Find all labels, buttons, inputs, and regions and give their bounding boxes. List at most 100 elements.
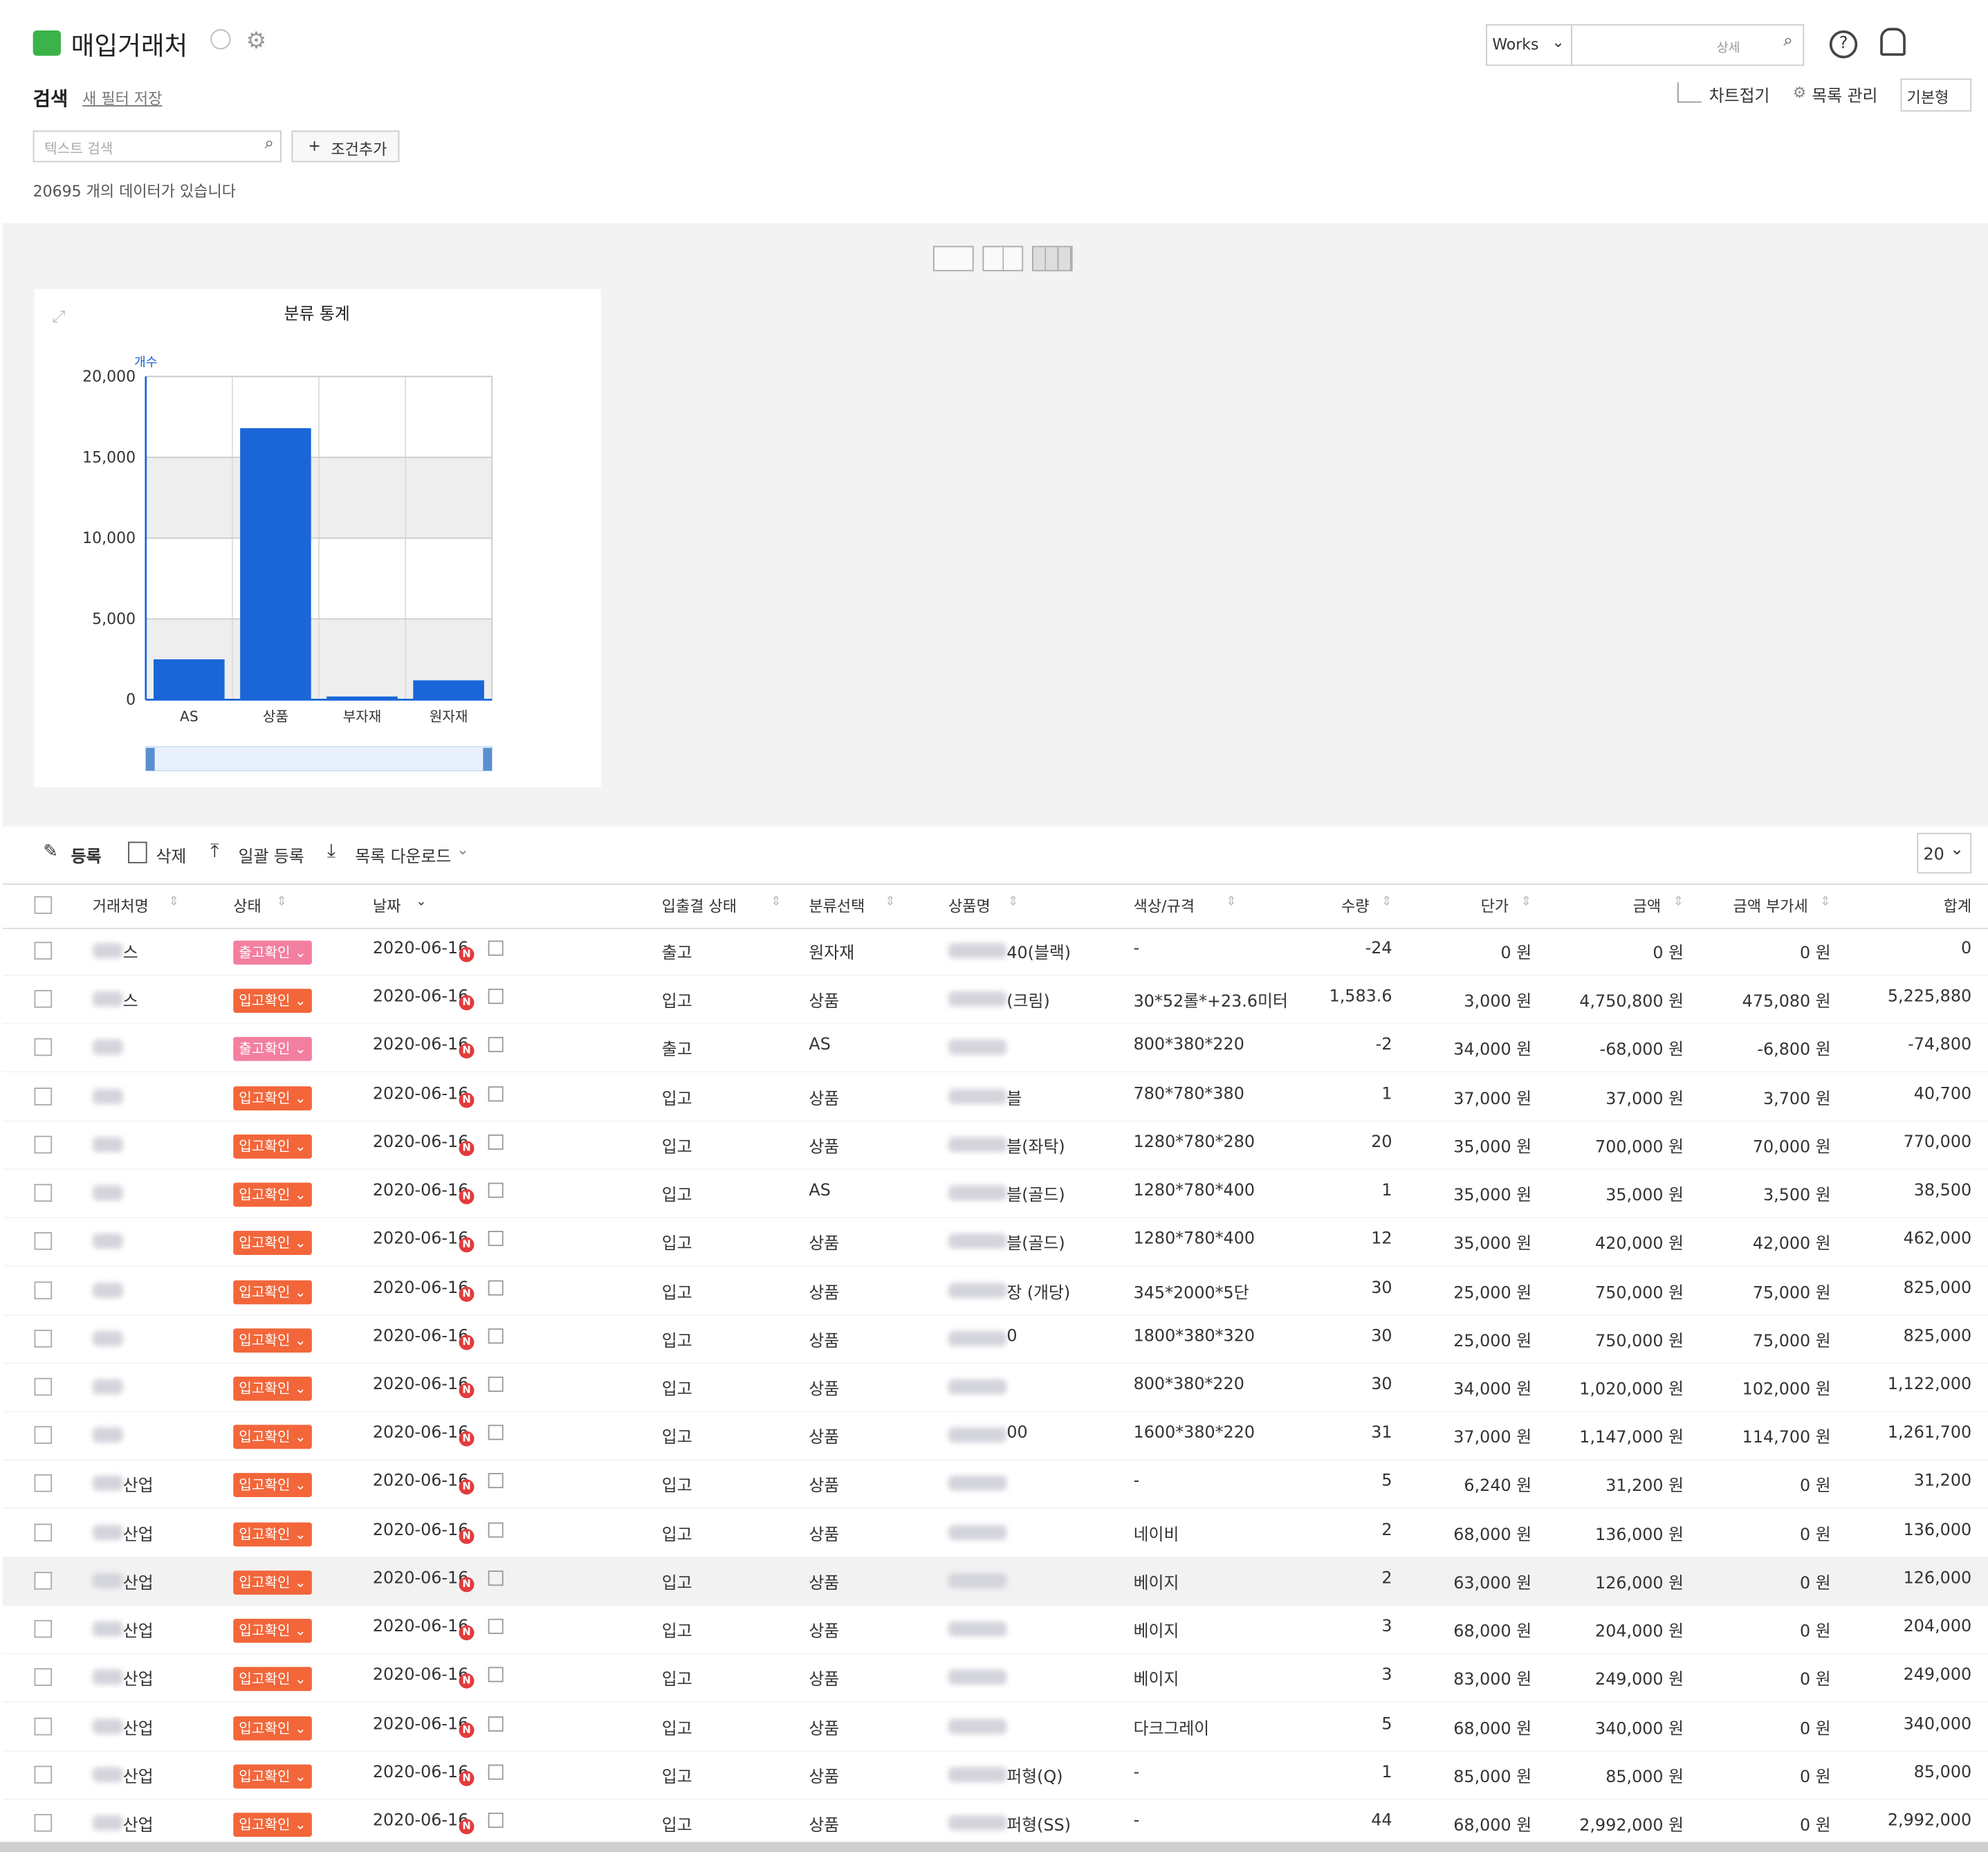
row-checkbox[interactable]: [34, 1716, 53, 1735]
row-checkbox[interactable]: [34, 1620, 53, 1638]
layout-3col[interactable]: [1031, 246, 1073, 272]
status-badge[interactable]: 입고확인 ⌄: [233, 1570, 312, 1595]
global-search[interactable]: 상세 ⌕: [1570, 24, 1805, 66]
status-badge[interactable]: 입고확인 ⌄: [233, 1424, 312, 1449]
row-checkbox[interactable]: [34, 1765, 53, 1784]
slider-handle[interactable]: [483, 748, 493, 771]
row-checkbox[interactable]: [34, 942, 53, 960]
row-checkbox[interactable]: [34, 1813, 53, 1832]
bell-icon[interactable]: [1880, 28, 1906, 56]
settings-icon[interactable]: ⚙: [246, 28, 267, 55]
memo-icon[interactable]: [488, 940, 504, 956]
row-checkbox[interactable]: [34, 1571, 53, 1590]
status-badge[interactable]: 입고확인 ⌄: [233, 1813, 312, 1837]
delete-button[interactable]: 삭제: [156, 847, 187, 868]
select-all-checkbox[interactable]: [34, 896, 53, 915]
status-badge[interactable]: 입고확인 ⌄: [233, 989, 312, 1014]
sort-icon[interactable]: ⇕: [1226, 895, 1237, 909]
status-badge[interactable]: 입고확인 ⌄: [233, 1521, 312, 1546]
row-checkbox[interactable]: [34, 990, 53, 1009]
scrollbar[interactable]: [0, 1842, 1988, 1852]
slider-handle[interactable]: [145, 748, 155, 771]
column-header[interactable]: 상품명: [948, 897, 991, 915]
sort-icon[interactable]: ⇕: [168, 895, 180, 909]
sort-icon[interactable]: ⇕: [1673, 895, 1684, 909]
status-badge[interactable]: 입고확인 ⌄: [233, 1182, 312, 1207]
status-badge[interactable]: 입고확인 ⌄: [233, 1716, 312, 1740]
memo-icon[interactable]: [488, 1134, 504, 1150]
row-checkbox[interactable]: [34, 1232, 53, 1251]
memo-icon[interactable]: [488, 1037, 504, 1053]
status-badge[interactable]: 입고확인 ⌄: [233, 1328, 312, 1353]
expand-icon[interactable]: ⤢: [52, 306, 65, 326]
sort-icon[interactable]: ⌄: [416, 895, 427, 909]
memo-icon[interactable]: [488, 1764, 504, 1780]
page-size-select[interactable]: 20 ⌄: [1917, 832, 1972, 874]
row-checkbox[interactable]: [34, 1281, 53, 1299]
memo-icon[interactable]: [488, 1473, 504, 1489]
sort-icon[interactable]: ⇕: [771, 895, 782, 909]
column-header[interactable]: 금액 부가세: [1733, 897, 1808, 915]
memo-icon[interactable]: [488, 1618, 504, 1634]
row-checkbox[interactable]: [34, 1377, 53, 1396]
list-manage-button[interactable]: 목록 관리: [1812, 87, 1878, 107]
status-badge[interactable]: 입고확인 ⌄: [233, 1376, 312, 1401]
column-header[interactable]: 입출결 상태: [661, 897, 737, 915]
column-header[interactable]: 색상/규격: [1133, 897, 1195, 915]
row-checkbox[interactable]: [34, 1329, 53, 1348]
sort-icon[interactable]: ⇕: [1008, 895, 1019, 909]
memo-icon[interactable]: [488, 1085, 504, 1101]
bulk-register-button[interactable]: 일괄 등록: [238, 847, 304, 868]
add-condition-button[interactable]: + 조건추가: [291, 130, 400, 163]
memo-icon[interactable]: [488, 1667, 504, 1683]
column-header[interactable]: 합계: [1943, 897, 1972, 915]
status-badge[interactable]: 입고확인 ⌄: [233, 1085, 312, 1110]
memo-icon[interactable]: [488, 1376, 504, 1392]
memo-icon[interactable]: [488, 1182, 504, 1198]
status-badge[interactable]: 입고확인 ⌄: [233, 1764, 312, 1788]
works-select[interactable]: Works ⌄: [1486, 24, 1572, 66]
status-badge[interactable]: 입고확인 ⌄: [233, 1134, 312, 1159]
row-checkbox[interactable]: [34, 1184, 53, 1202]
status-badge[interactable]: 입고확인 ⌄: [233, 1231, 312, 1256]
memo-icon[interactable]: [488, 989, 504, 1005]
zoom-slider[interactable]: [145, 746, 493, 771]
register-button[interactable]: 등록: [71, 847, 102, 868]
memo-icon[interactable]: [488, 1521, 504, 1537]
row-checkbox[interactable]: [34, 1668, 53, 1687]
row-checkbox[interactable]: [34, 1135, 53, 1154]
layout-2col[interactable]: [982, 246, 1024, 272]
row-checkbox[interactable]: [34, 1474, 53, 1493]
sort-icon[interactable]: ⇕: [885, 895, 896, 909]
column-header[interactable]: 분류선택: [809, 897, 865, 915]
row-checkbox[interactable]: [34, 1523, 53, 1541]
text-search-input[interactable]: 텍스트 검색 ⌕: [33, 130, 282, 163]
memo-icon[interactable]: [488, 1279, 504, 1295]
sort-icon[interactable]: ⇕: [1381, 895, 1392, 909]
column-header[interactable]: 금액: [1632, 897, 1662, 915]
row-checkbox[interactable]: [34, 1426, 53, 1445]
column-header[interactable]: 날짜: [372, 897, 401, 915]
memo-icon[interactable]: [488, 1328, 504, 1344]
sort-icon[interactable]: ⇕: [1820, 895, 1831, 909]
status-badge[interactable]: 입고확인 ⌄: [233, 1667, 312, 1691]
memo-icon[interactable]: [488, 1231, 504, 1247]
save-filter-link[interactable]: 새 필터 저장: [82, 90, 163, 108]
status-badge[interactable]: 출고확인 ⌄: [233, 1037, 312, 1062]
download-button[interactable]: 목록 다운로드: [355, 847, 452, 868]
memo-icon[interactable]: [488, 1716, 504, 1732]
memo-icon[interactable]: [488, 1813, 504, 1828]
column-header[interactable]: 단가: [1480, 897, 1509, 915]
row-checkbox[interactable]: [34, 1038, 53, 1057]
memo-icon[interactable]: [488, 1424, 504, 1440]
status-badge[interactable]: 출고확인 ⌄: [233, 940, 312, 965]
help-icon[interactable]: ?: [1829, 30, 1858, 59]
column-header[interactable]: 거래처명: [92, 897, 149, 915]
info-icon[interactable]: [210, 29, 231, 50]
view-type-select[interactable]: 기본형: [1900, 78, 1972, 112]
sort-icon[interactable]: ⇕: [276, 895, 287, 909]
column-header[interactable]: 상태: [233, 897, 261, 915]
memo-icon[interactable]: [488, 1570, 504, 1586]
row-checkbox[interactable]: [34, 1087, 53, 1106]
status-badge[interactable]: 입고확인 ⌄: [233, 1618, 312, 1643]
